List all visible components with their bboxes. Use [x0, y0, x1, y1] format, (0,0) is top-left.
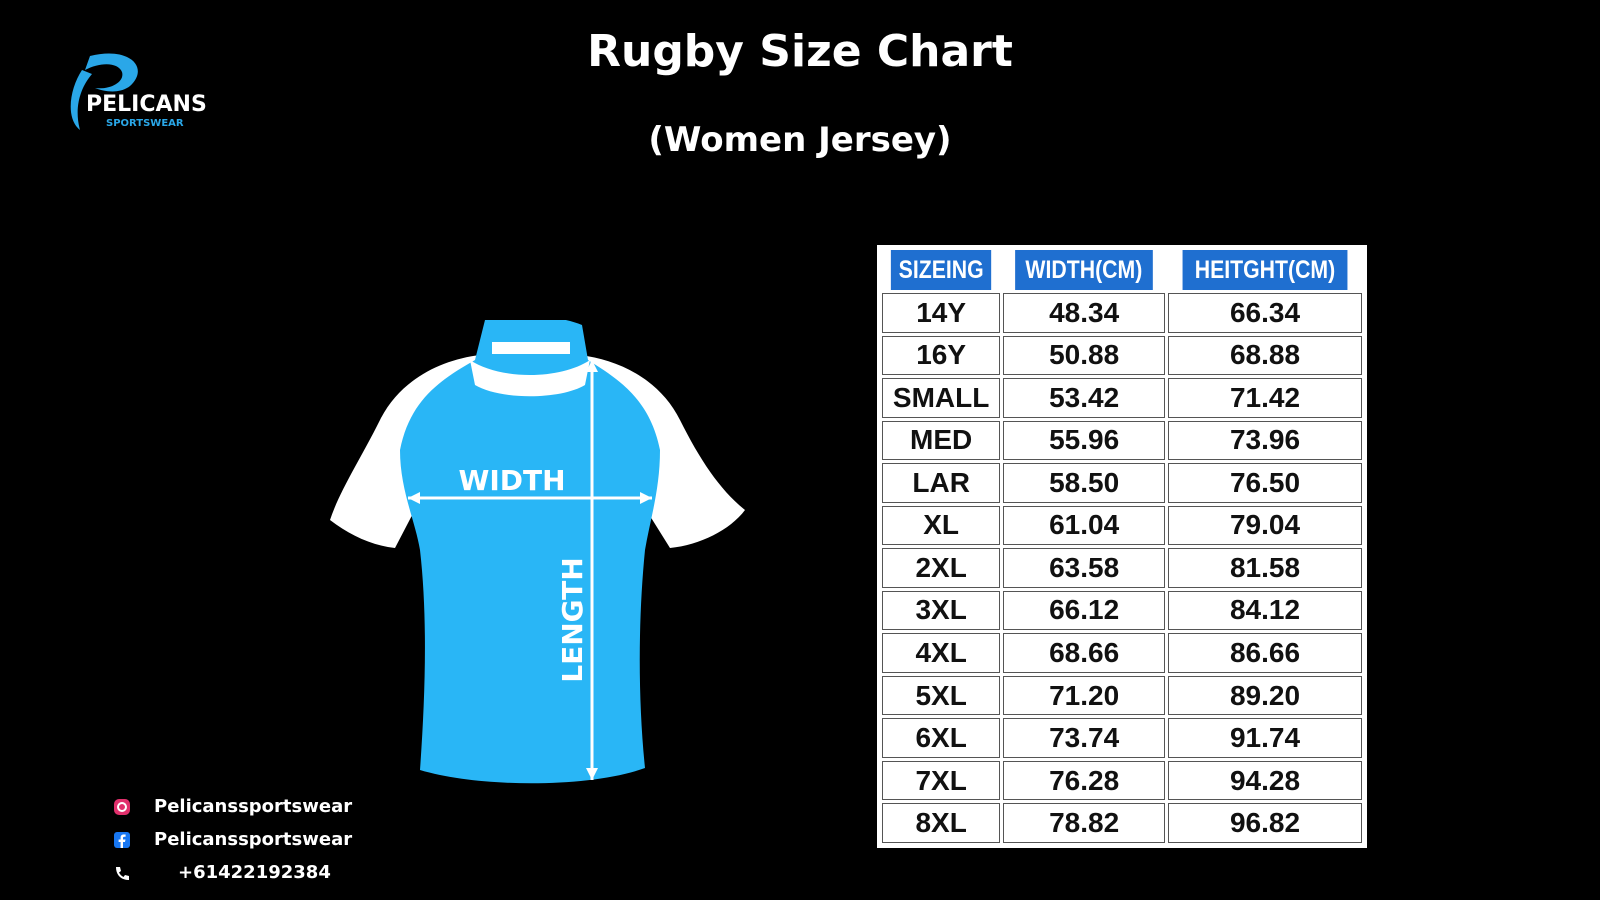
- table-row: 2XL 63.58 81.58: [882, 548, 1362, 588]
- table-cell: 5XL: [882, 675, 1001, 716]
- contact-icon: [114, 831, 130, 848]
- table-row: 4XL 68.66 86.66: [882, 633, 1362, 673]
- table-cell: 4XL: [882, 633, 1001, 673]
- table-cell: SMALL: [882, 378, 1001, 418]
- table-cell: 14Y: [882, 293, 1001, 333]
- table-cell: 63.58: [1003, 548, 1166, 588]
- table-cell: 89.20: [1168, 675, 1362, 716]
- subtitle: (Women Jersey): [648, 120, 952, 160]
- table-row: 8XL 78.82 96.82: [882, 803, 1362, 843]
- table-row: MED 55.96 73.96: [882, 420, 1362, 461]
- table-cell: 96.82: [1168, 803, 1362, 843]
- table-cell: 94.28: [1168, 760, 1362, 801]
- table-cell: 2XL: [882, 548, 1001, 588]
- column-header: SIZEING: [890, 250, 992, 290]
- table-cell: 68.88: [1168, 335, 1362, 376]
- table-cell: 73.96: [1168, 420, 1362, 461]
- contact-icon: [116, 866, 129, 880]
- width-label: WIDTH: [458, 464, 565, 497]
- table-row: 6XL 73.74 91.74: [882, 718, 1362, 758]
- table-cell: MED: [882, 420, 1001, 461]
- table-cell: 73.74: [1003, 718, 1166, 758]
- jersey-diagram: WIDTH LENGTH: [330, 320, 745, 784]
- table-row: 16Y 50.88 68.88: [882, 335, 1362, 376]
- table-cell: 76.50: [1168, 463, 1362, 503]
- table-cell: 66.34: [1168, 293, 1362, 333]
- table-cell: 48.34: [1003, 293, 1166, 333]
- column-header: HEITGHT(CM): [1182, 250, 1348, 290]
- table-cell: 6XL: [882, 718, 1001, 758]
- table-cell: 91.74: [1168, 718, 1362, 758]
- table-row: SMALL 53.42 71.42: [882, 378, 1362, 418]
- contact-text: +61422192384: [178, 862, 331, 883]
- length-label: LENGTH: [556, 557, 589, 682]
- table-cell: 50.88: [1003, 335, 1166, 376]
- logo-name: PELICANS: [86, 92, 207, 117]
- table-row: 3XL 66.12 84.12: [882, 590, 1362, 631]
- table-cell: 71.42: [1168, 378, 1362, 418]
- title: Rugby Size Chart: [587, 26, 1013, 77]
- logo: PELICANS SPORTSWEAR: [70, 53, 207, 130]
- table-cell: 16Y: [882, 335, 1001, 376]
- table-cell: 7XL: [882, 760, 1001, 801]
- table-cell: 79.04: [1168, 505, 1362, 546]
- table-cell: 61.04: [1003, 505, 1166, 546]
- contact: Pelicanssportswear: [112, 823, 352, 856]
- table-cell: 78.82: [1003, 803, 1166, 843]
- table-cell: 66.12: [1003, 590, 1166, 631]
- table-cell: 76.28: [1003, 760, 1166, 801]
- table-cell: LAR: [882, 463, 1001, 503]
- table-cell: 81.58: [1168, 548, 1362, 588]
- contact-icon: [114, 798, 130, 815]
- table-cell: 53.42: [1003, 378, 1166, 418]
- table-cell: 55.96: [1003, 420, 1166, 461]
- contact-text: Pelicanssportswear: [154, 829, 353, 850]
- table-cell: XL: [882, 505, 1001, 546]
- contacts: Pelicanssportswear Pelicanssportswear +614…: [112, 790, 352, 889]
- contact-text: Pelicanssportswear: [154, 796, 353, 817]
- table-cell: 68.66: [1003, 633, 1166, 673]
- table-cell: 8XL: [882, 803, 1001, 843]
- contact: Pelicanssportswear: [112, 790, 352, 823]
- table-row: XL 61.04 79.04: [882, 505, 1362, 546]
- table-row: 7XL 76.28 94.28: [882, 760, 1362, 801]
- table-cell: 84.12: [1168, 590, 1362, 631]
- table-row: LAR 58.50 76.50: [882, 463, 1362, 503]
- size-table: SIZEING WIDTH(CM) HEITGHT(CM) 14Y 48.34 66.34…: [877, 245, 1367, 848]
- table-cell: 86.66: [1168, 633, 1362, 673]
- table-cell: 58.50: [1003, 463, 1166, 503]
- table-row: 5XL 71.20 89.20: [882, 675, 1362, 716]
- table-row: 14Y 48.34 66.34: [882, 293, 1362, 333]
- logo-sub: SPORTSWEAR: [106, 118, 184, 129]
- table-cell: 3XL: [882, 590, 1001, 631]
- column-header: WIDTH(CM): [1015, 250, 1153, 290]
- table-cell: 71.20: [1003, 675, 1166, 716]
- contact: +61422192384: [112, 856, 352, 889]
- table: SIZEING WIDTH(CM) HEITGHT(CM) 14Y 48.34 66.34…: [877, 245, 1367, 848]
